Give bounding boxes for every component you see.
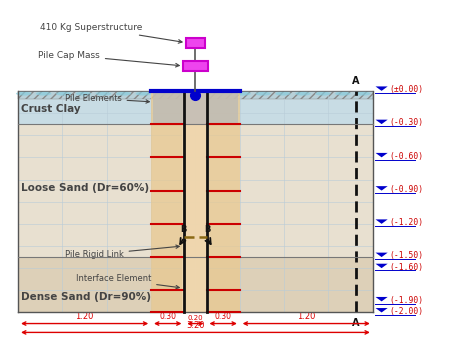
Text: Pile Rigid Link: Pile Rigid Link [65,245,179,259]
Ellipse shape [335,92,351,95]
Polygon shape [375,253,388,257]
Ellipse shape [255,92,271,95]
Text: 3.20: 3.20 [186,321,205,330]
Ellipse shape [175,92,191,95]
Polygon shape [375,153,388,157]
Polygon shape [375,186,388,191]
Text: (-0.30): (-0.30) [389,118,423,127]
Ellipse shape [195,92,211,95]
Ellipse shape [275,92,291,95]
Text: Pile Elements: Pile Elements [65,94,149,103]
Text: Interface Element: Interface Element [76,274,179,289]
Text: (-1.20): (-1.20) [389,218,423,227]
Text: 0.30: 0.30 [159,312,176,321]
Text: (-0.60): (-0.60) [389,152,423,161]
Text: Dense Sand (Dr=90%): Dense Sand (Dr=90%) [21,292,152,302]
Text: Loose Sand (Dr=60%): Loose Sand (Dr=60%) [21,183,150,192]
Ellipse shape [215,92,231,95]
Text: 1.20: 1.20 [75,312,94,321]
Text: (-1.60): (-1.60) [389,262,423,271]
Bar [151,91,240,312]
Ellipse shape [315,92,331,95]
Ellipse shape [96,92,111,95]
Text: Pile Cap Mass: Pile Cap Mass [38,51,179,67]
Ellipse shape [155,92,171,95]
Polygon shape [375,87,388,91]
Polygon shape [375,120,388,124]
Ellipse shape [295,92,310,95]
Ellipse shape [136,92,151,95]
Text: (-1.50): (-1.50) [389,251,423,260]
Ellipse shape [16,92,31,95]
Bar [186,38,205,48]
Text: (±0.00): (±0.00) [389,85,423,94]
Bar [18,91,373,124]
Polygon shape [375,308,388,312]
Text: (-2.00): (-2.00) [389,307,423,316]
Polygon shape [375,219,388,224]
Text: A: A [352,318,360,328]
Text: A: A [352,76,360,87]
Polygon shape [375,297,388,302]
Ellipse shape [355,92,371,95]
Text: 1.20: 1.20 [297,312,315,321]
Bar [18,257,373,312]
Ellipse shape [116,92,131,95]
Bar [182,91,209,312]
Bar [154,91,237,125]
Ellipse shape [76,92,91,95]
Bar [183,61,208,71]
Text: (-0.90): (-0.90) [389,185,423,194]
Text: 410 Kg Superstructure: 410 Kg Superstructure [40,23,182,43]
Text: Crust Clay: Crust Clay [21,104,81,114]
Ellipse shape [36,92,51,95]
Text: (-1.90): (-1.90) [389,296,423,305]
Text: B: B [204,225,211,234]
Bar [18,91,373,99]
Ellipse shape [235,92,251,95]
Ellipse shape [56,92,72,95]
Polygon shape [375,264,388,268]
Text: 0.20: 0.20 [188,315,203,321]
Text: 0.30: 0.30 [215,312,232,321]
Bar [18,124,373,257]
Text: B: B [180,225,186,234]
